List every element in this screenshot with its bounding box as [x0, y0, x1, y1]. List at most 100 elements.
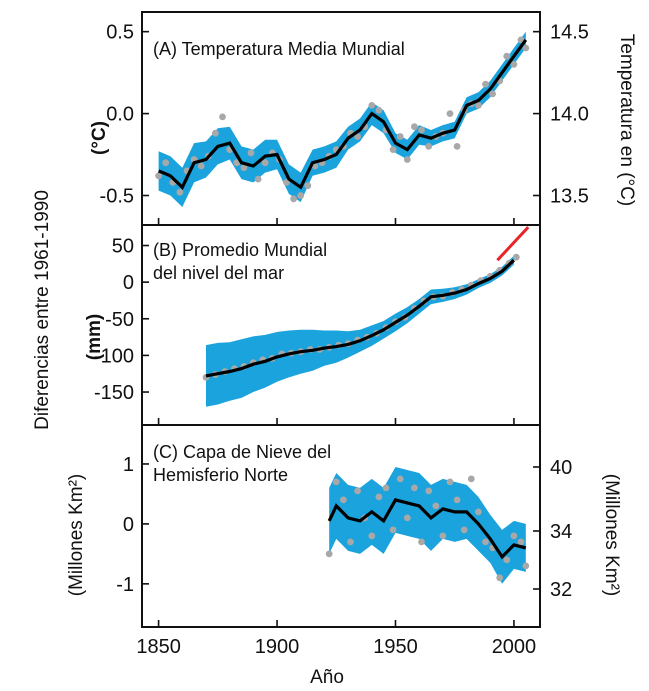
annual-point	[283, 179, 290, 186]
annual-point	[425, 487, 433, 495]
annual-point	[176, 188, 184, 196]
annual-point	[453, 143, 461, 150]
annual-point	[489, 90, 496, 98]
y-tick-label: -150	[94, 382, 134, 404]
panel-c: (C) Capa de Nieve del Hemisferio Norte 1 0…	[66, 424, 622, 628]
annual-point	[396, 475, 404, 483]
x-tick-label: 2000	[492, 636, 537, 658]
y-tick-label: 0	[123, 272, 134, 294]
panel-b-ylabel-left: (mm)	[84, 314, 105, 360]
annual-point	[325, 550, 333, 558]
annual-point	[375, 493, 383, 501]
annual-point	[254, 175, 262, 183]
right-tick-label: 14.5	[550, 22, 589, 44]
annual-point	[347, 538, 354, 546]
annual-point	[432, 502, 440, 510]
panel-c-smooth-line	[327, 498, 527, 560]
annual-point	[375, 106, 383, 114]
y-tick-label: -0.5	[100, 186, 134, 208]
annual-point	[297, 192, 305, 199]
annual-point	[482, 80, 489, 88]
panel-b-band	[206, 255, 514, 407]
annual-point	[475, 102, 482, 109]
annual-point	[340, 496, 347, 504]
y-tick-label: -100	[94, 345, 134, 367]
panel-a-band	[158, 31, 526, 208]
panel-c-yticks: 1 0 -1	[116, 454, 149, 596]
annual-point	[503, 556, 511, 564]
y-tick-label: 0.5	[106, 22, 134, 44]
annual-point	[403, 156, 411, 163]
annual-point	[411, 123, 418, 131]
panel-a: (A) Temperatura Media Mundial 0.5 0.0 -0.5…	[89, 11, 637, 226]
annual-point	[304, 182, 312, 190]
annual-point	[522, 44, 530, 52]
panel-c-ylabel-left: (Millones Km²)	[66, 474, 87, 596]
annual-point	[290, 195, 297, 203]
x-axis-label: Año	[310, 667, 344, 688]
annual-point	[247, 149, 255, 157]
x-axis-ticks: 1850 1900 1950 2000	[136, 218, 536, 658]
annual-point	[212, 129, 219, 137]
right-tick-label: 40	[550, 457, 572, 479]
panel-b-yticks: 50 0 -50 -100 -150	[94, 236, 149, 404]
annual-point	[475, 508, 482, 516]
annual-point	[467, 475, 475, 483]
x-tick-label: 1850	[136, 636, 181, 658]
panel-c-right-ticks: 40343236	[533, 457, 572, 601]
annual-point	[368, 532, 376, 540]
panel-a-ylabel-right: Temperatura en (°C)	[616, 34, 637, 206]
annual-point	[354, 487, 361, 495]
annual-point	[439, 532, 447, 540]
right-tick-label: 32	[550, 579, 572, 601]
shared-left-label: Diferencias entre 1961-1990	[32, 190, 53, 430]
panel-a-title: (A) Temperatura Media Mundial	[153, 39, 405, 59]
annual-point	[517, 538, 525, 546]
annual-point	[418, 126, 425, 134]
y-tick-label: -1	[116, 574, 134, 596]
annual-point	[425, 143, 433, 150]
panel-b-uncertainty-band	[206, 255, 514, 407]
annual-point	[219, 113, 226, 121]
annual-point	[453, 496, 461, 504]
panel-b-title: (B) Promedio Mundial del nivel del mar	[153, 240, 327, 283]
annual-point	[446, 478, 454, 486]
panel-b: (B) Promedio Mundial del nivel del mar 50…	[84, 224, 541, 426]
panel-b-recent-line	[496, 226, 530, 262]
annual-point	[354, 133, 361, 140]
annual-point	[261, 159, 269, 167]
panel-a-right-ticks: 14.5 14.0 13.5	[533, 22, 589, 208]
panel-a-smooth-line	[157, 38, 528, 190]
annual-point	[332, 478, 340, 486]
annual-point	[155, 172, 163, 180]
annual-point	[162, 159, 170, 167]
panel-a-points	[155, 36, 530, 203]
right-tick-label: 14.0	[550, 104, 589, 126]
annual-point	[512, 253, 520, 261]
annual-point	[460, 526, 468, 534]
panel-a-uncertainty-band	[158, 31, 526, 208]
panel-a-yticks: 0.5 0.0 -0.5	[100, 22, 149, 208]
annual-point	[389, 526, 397, 534]
annual-point	[197, 162, 205, 170]
y-tick-label: -50	[105, 309, 134, 331]
panel-c-band	[329, 467, 526, 584]
y-tick-label: 0.0	[106, 104, 134, 126]
annual-point	[389, 146, 397, 154]
annual-point	[396, 133, 404, 140]
annual-point	[382, 484, 390, 492]
panel-a-ylabel-left: (°C)	[89, 121, 110, 155]
panel-c-title: (C) Capa de Nieve del Hemisferio Norte	[153, 442, 331, 485]
annual-point	[368, 102, 376, 109]
right-tick-label: 34	[550, 521, 572, 543]
y-tick-label: 50	[112, 236, 134, 258]
annual-point	[522, 562, 530, 570]
annual-point	[411, 484, 418, 492]
annual-point	[418, 538, 425, 546]
x-tick-label: 1950	[373, 636, 418, 658]
panel-c-ylabel-right: (Millones Km²)	[601, 474, 622, 596]
annual-point	[503, 52, 511, 60]
annual-point	[482, 538, 489, 546]
panel-b-smooth-line	[205, 259, 515, 378]
